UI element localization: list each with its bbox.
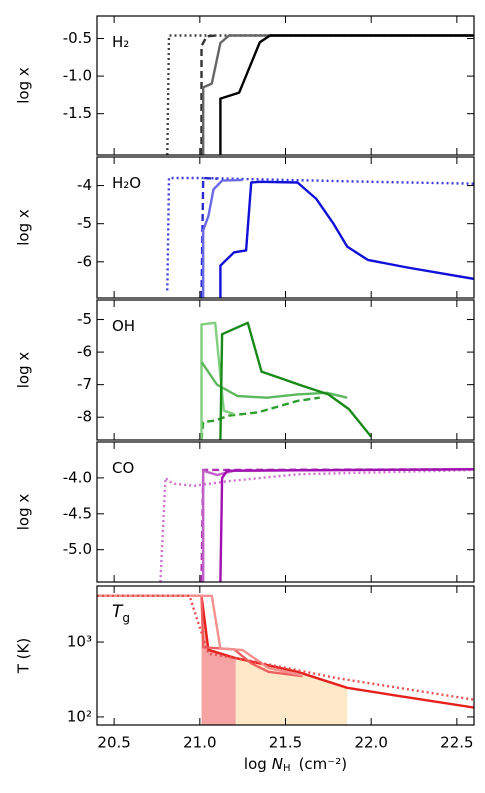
- panel-label: H₂: [112, 33, 129, 51]
- series-line: [200, 321, 235, 440]
- frame: [96, 156, 475, 299]
- x-tick-label: 21.0: [183, 734, 216, 752]
- series-line: [159, 468, 474, 582]
- shaded-region: [201, 595, 236, 725]
- y-tick-label: 10²: [67, 707, 92, 725]
- frame: [96, 299, 475, 441]
- series-line: [219, 321, 373, 440]
- y-tick-label: -6: [77, 252, 92, 270]
- panel-label-main: H₂O: [112, 174, 141, 192]
- y-tick-label: -1.5: [63, 104, 92, 122]
- y-axis-label: T (K): [15, 638, 33, 674]
- y-tick-label: -6: [77, 343, 92, 361]
- series-line: [97, 594, 303, 678]
- panel-label-sub: g: [122, 611, 130, 625]
- series-line: [202, 178, 243, 298]
- panel: [166, 34, 474, 155]
- panel-label-main: OH: [112, 317, 135, 335]
- x-tick-label: 22.0: [354, 734, 387, 752]
- y-axis-label: log x: [15, 494, 33, 531]
- series-line: [200, 34, 218, 155]
- x-label-prefix: log: [244, 755, 267, 773]
- frame: [96, 15, 475, 156]
- y-tick-label: -5: [77, 310, 92, 328]
- x-label-sub: H: [283, 763, 291, 774]
- series-line: [202, 468, 474, 582]
- panel-label-main: CO: [112, 459, 134, 477]
- y-tick-label: -4.5: [63, 504, 92, 522]
- series-line: [97, 594, 303, 677]
- y-tick-label: -7: [77, 375, 92, 393]
- panel-label-main: H₂: [112, 33, 129, 51]
- series-line: [200, 396, 320, 440]
- panel-label: OH: [112, 317, 135, 335]
- y-axis-label: log x: [15, 67, 33, 104]
- panel: [159, 468, 474, 582]
- x-tick-label: 20.5: [97, 734, 130, 752]
- y-tick-label: -8: [77, 408, 92, 426]
- y-tick-label: 10³: [67, 633, 92, 651]
- frame: [96, 441, 475, 583]
- y-tick-label: -4.0: [63, 468, 92, 486]
- y-tick-label: -0.5: [63, 29, 92, 47]
- x-label-var: N: [272, 755, 283, 773]
- series-line: [219, 34, 474, 155]
- panel-label: H₂O: [112, 174, 141, 192]
- series-line: [219, 180, 474, 298]
- shaded-region: [235, 658, 348, 725]
- y-axis-label: log x: [15, 209, 33, 246]
- series-line: [219, 468, 474, 582]
- series-line: [166, 34, 474, 155]
- panel: [97, 594, 474, 725]
- panel-label-main: T: [112, 602, 124, 622]
- series-line: [97, 594, 474, 701]
- y-axis-label: log x: [15, 352, 33, 389]
- x-label-unit: (cm⁻²): [299, 755, 348, 773]
- panel: [200, 321, 373, 440]
- x-axis-label: log NH (cm⁻²): [244, 755, 347, 775]
- y-tick-label: -4: [77, 176, 92, 194]
- x-tick-label: 22.5: [440, 734, 473, 752]
- y-tick-label: -5: [77, 214, 92, 232]
- series-line: [202, 34, 474, 155]
- panel: [166, 176, 474, 298]
- panel-label: Tg: [112, 602, 130, 625]
- panel-label: CO: [112, 459, 134, 477]
- y-tick-label: -1.0: [63, 67, 92, 85]
- y-tick-label: -5.0: [63, 540, 92, 558]
- x-tick-label: 21.5: [269, 734, 302, 752]
- series-line: [200, 468, 474, 582]
